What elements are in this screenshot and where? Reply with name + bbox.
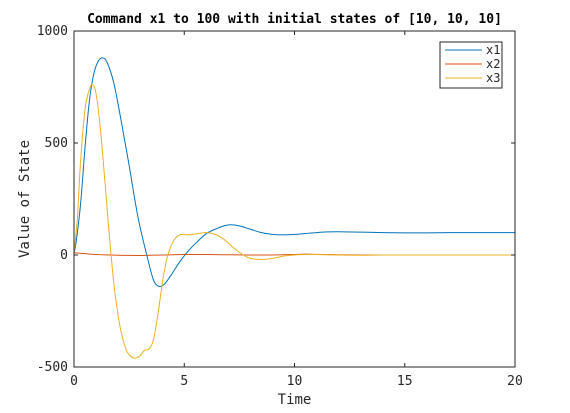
y-tick-label: 1000 bbox=[37, 24, 68, 39]
series-layer bbox=[73, 57, 515, 359]
series-line-x3 bbox=[73, 84, 515, 359]
x-tick-label: 5 bbox=[180, 374, 188, 389]
x-tick-label: 20 bbox=[507, 374, 523, 389]
x-tick-label: 15 bbox=[397, 374, 413, 389]
y-tick-label: 0 bbox=[60, 248, 68, 263]
series-line-x1 bbox=[73, 57, 515, 288]
legend-label-x1: x1 bbox=[486, 43, 500, 57]
y-tick-label: -500 bbox=[37, 360, 68, 375]
y-tick-label: 500 bbox=[45, 136, 68, 151]
y-axis-label: Value of State bbox=[17, 140, 33, 258]
legend-label-x2: x2 bbox=[486, 57, 500, 71]
x-tick-label: 10 bbox=[287, 374, 303, 389]
legend-label-x3: x3 bbox=[486, 71, 500, 85]
chart-title: Command x1 to 100 with initial states of… bbox=[87, 12, 502, 27]
x-axis-label: Time bbox=[278, 392, 312, 408]
x-tick-label: 0 bbox=[70, 374, 78, 389]
